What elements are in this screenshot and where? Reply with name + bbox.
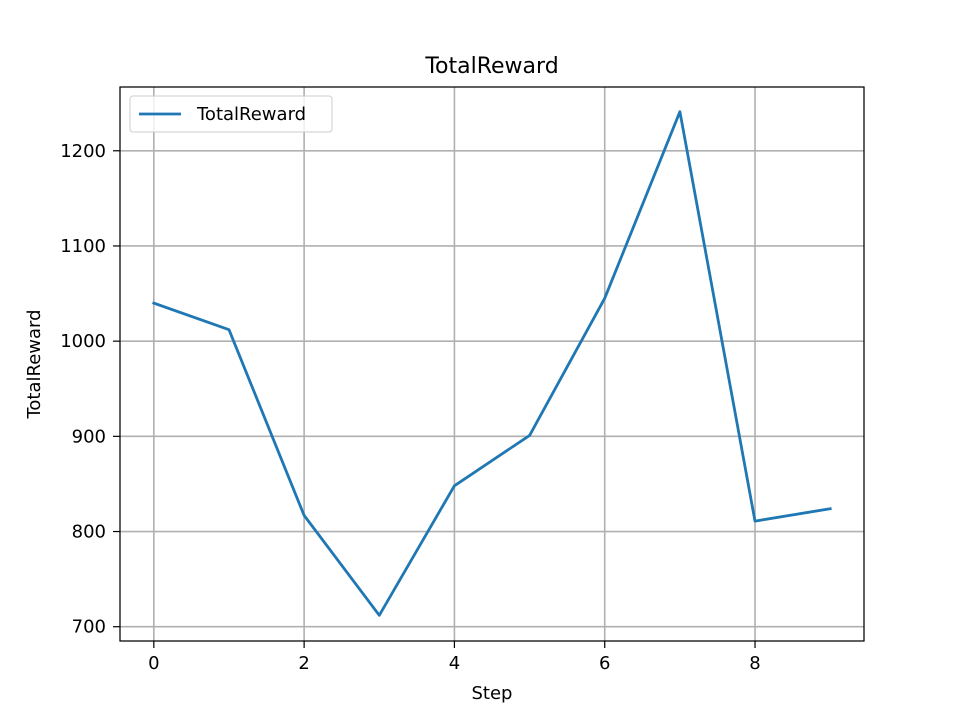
- x-tick-label: 4: [449, 653, 460, 674]
- legend: TotalReward: [129, 95, 333, 133]
- tick-layer: 0 2 4 6 8 700 800 900 1000 1100 1200: [60, 141, 761, 674]
- x-axis-title: Step: [472, 683, 513, 704]
- series-layer: [152, 110, 832, 617]
- y-tick-label: 800: [72, 522, 106, 543]
- grid-layer: [120, 87, 864, 641]
- x-tick-label: 8: [749, 653, 760, 674]
- x-tick-label: 2: [298, 653, 309, 674]
- y-tick-label: 1000: [60, 331, 106, 352]
- legend-label: TotalReward: [196, 104, 306, 125]
- y-tick-label: 1100: [60, 236, 106, 257]
- y-tick-label: 900: [72, 426, 106, 447]
- legend-box: [129, 95, 333, 133]
- series-line-totalreward: [152, 110, 832, 617]
- y-tick-label: 700: [72, 617, 106, 638]
- x-tick-label: 0: [148, 653, 159, 674]
- chart-title: TotalReward: [424, 54, 558, 79]
- x-tick-label: 6: [599, 653, 610, 674]
- y-axis-title: TotalReward: [24, 309, 45, 419]
- plot-frame: [119, 86, 865, 642]
- y-tick-label: 1200: [60, 141, 106, 162]
- plot-area-background: [120, 87, 864, 641]
